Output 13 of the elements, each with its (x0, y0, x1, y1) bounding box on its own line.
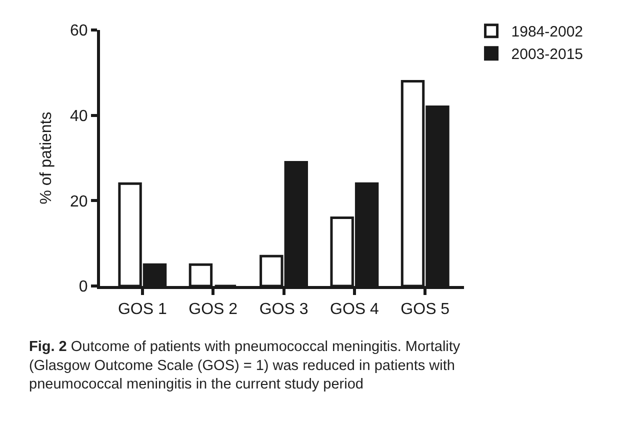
y-tick-label: 40 (70, 108, 88, 125)
x-tick-label: GOS 5 (400, 301, 450, 318)
y-axis-title: % of patients (38, 112, 55, 204)
x-tick-label: GOS 1 (118, 301, 167, 318)
x-tick-label: GOS 4 (330, 301, 380, 318)
caption: Fig. 2 Outcome of patients with pneumococcal meningitis. Mortality (Glasgow Outcome Scale (GOS) = 1) was reduced in patients with pneumococcal meningitis in the current study period (29, 339, 461, 393)
x-tick-label: GOS 2 (188, 301, 238, 318)
y-tick-label: 60 (70, 22, 88, 40)
y-tick-label: 20 (70, 193, 88, 210)
x-tick-label: GOS 3 (259, 301, 308, 318)
legend-label: 1984-2002 (511, 24, 584, 41)
legend-label: 2003-2015 (511, 46, 584, 64)
y-tick-label: 0 (78, 278, 88, 296)
